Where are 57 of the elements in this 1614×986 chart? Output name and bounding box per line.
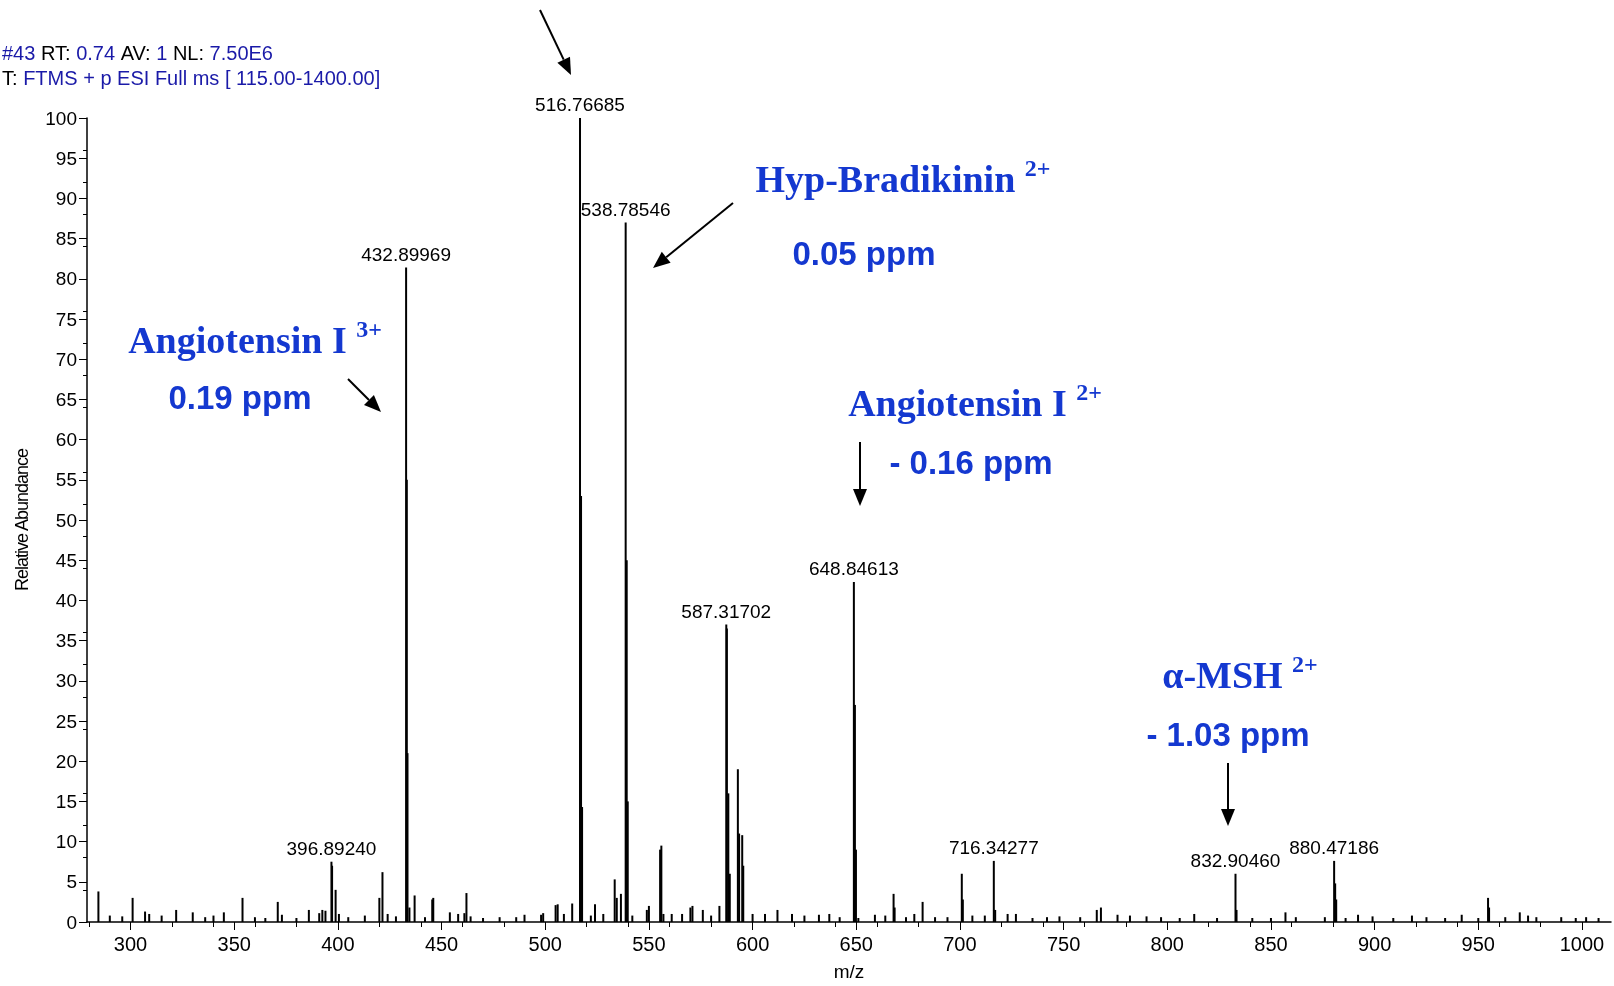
y-tick-label: 20 (55, 750, 77, 772)
annotation: Angiotensin I $^{2+}$ (848, 378, 1102, 425)
annotation: - 1.03 ppm (1146, 715, 1310, 753)
x-tick-label: 750 (1046, 933, 1081, 955)
x-tick-label: 550 (632, 933, 666, 955)
y-tick-label: 90 (55, 187, 77, 209)
x-tick-label: 650 (839, 933, 873, 955)
x-tick-label: 400 (321, 933, 355, 955)
text: T: FTMS + p ESI Full ms [ 115.00-1400.00] (2, 67, 381, 89)
y-tick-label: 100 (45, 107, 77, 129)
y-tick-label: 0 (66, 911, 77, 933)
y-tick-label: 95 (55, 147, 77, 169)
x-tick-label: 350 (217, 933, 251, 955)
y-tick-label: 55 (55, 469, 77, 491)
y-tick-label: 65 (55, 388, 77, 410)
annotation: 587.31702 (681, 600, 772, 622)
y-tick-label: 45 (55, 549, 77, 571)
y-tick-label: 70 (55, 348, 77, 370)
y-tick-label: 30 (55, 670, 77, 692)
annotation: 648.84613 (808, 557, 899, 579)
annotation: 880.47186 (1289, 836, 1380, 858)
x-tick-label: 600 (735, 933, 770, 955)
annotation: 396.89240 (286, 837, 377, 859)
y-tick-label: 50 (55, 509, 77, 531)
x-tick-label: 950 (1461, 933, 1495, 955)
annotation: Hyp-Bradikinin $^{2+}$ (755, 154, 1051, 201)
y-tick-label: 85 (55, 228, 77, 250)
annotation: 832.90460 (1190, 849, 1281, 871)
annotation: 0.05 ppm (792, 234, 936, 272)
annotation: 716.34277 (948, 836, 1039, 858)
annotation: - 0.16 ppm (889, 443, 1053, 481)
y-tick-label: 10 (55, 831, 77, 853)
x-axis-title: m/z (833, 961, 865, 982)
x-tick-label: 800 (1150, 933, 1184, 955)
y-tick-label: 75 (55, 308, 77, 330)
y-tick-label: 15 (55, 790, 77, 812)
x-tick-label: 1000 (1559, 933, 1605, 955)
y-tick-label: 35 (55, 630, 77, 652)
annotation: α-MSH $^{2+}$ (1162, 650, 1318, 697)
y-tick-label: 25 (55, 710, 77, 732)
x-tick-label: 450 (424, 933, 459, 955)
y-tick-label: 5 (66, 871, 77, 893)
annotation: Angiotensin I $^{3+}$ (128, 315, 382, 362)
y-tick-label: 60 (55, 429, 77, 451)
x-tick-label: 700 (943, 933, 977, 955)
y-axis-title: Relative Abundance (11, 448, 33, 592)
y-tick-label: 40 (55, 589, 77, 611)
annotation: 538.78546 (580, 198, 671, 220)
x-tick-label: 900 (1357, 933, 1392, 955)
y-tick-label: 80 (55, 268, 77, 290)
x-tick-label: 500 (528, 933, 562, 955)
x-tick-label: 300 (113, 933, 148, 955)
annotation: 516.76685 (535, 94, 625, 115)
annotation: 432.89969 (361, 243, 452, 265)
annotation: 0.19 ppm (168, 378, 312, 416)
x-tick-label: 850 (1254, 933, 1288, 955)
chart-title: #43 RT: 0.74 AV: 1 NL: 7.50E6 (2, 42, 273, 65)
